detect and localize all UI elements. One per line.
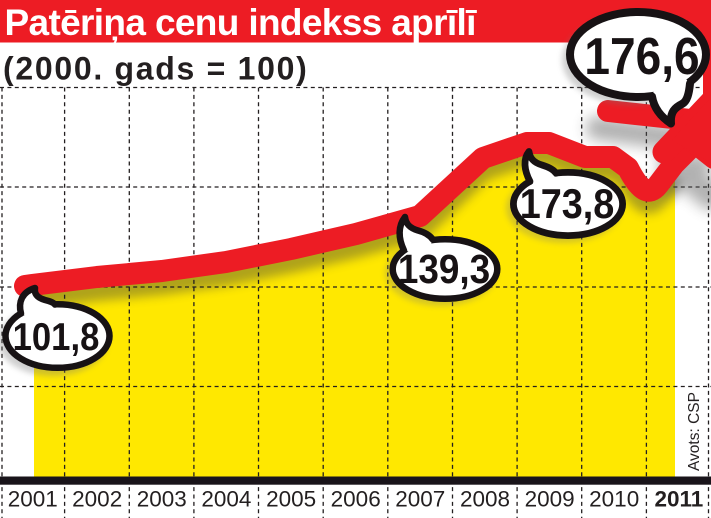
- svg-text:(2000. gads = 100): (2000. gads = 100): [3, 51, 308, 87]
- svg-text:Avots: CSP: Avots: CSP: [686, 392, 703, 471]
- svg-text:2003: 2003: [137, 487, 187, 512]
- svg-text:173,8: 173,8: [520, 181, 615, 227]
- svg-text:2011: 2011: [654, 487, 703, 512]
- svg-text:2006: 2006: [331, 487, 381, 512]
- svg-text:2005: 2005: [266, 487, 316, 512]
- svg-text:2002: 2002: [72, 487, 122, 512]
- svg-text:2008: 2008: [460, 487, 510, 512]
- svg-text:2007: 2007: [395, 487, 445, 512]
- svg-text:2010: 2010: [589, 487, 639, 512]
- svg-text:101,8: 101,8: [13, 315, 100, 358]
- svg-text:2009: 2009: [525, 487, 575, 512]
- svg-text:176,6: 176,6: [584, 28, 699, 85]
- svg-text:2004: 2004: [201, 487, 251, 512]
- svg-text:2001: 2001: [8, 487, 58, 512]
- svg-text:Patēriņa cenu indekss aprīlī: Patēriņa cenu indekss aprīlī: [5, 2, 478, 44]
- svg-text:139,3: 139,3: [398, 247, 490, 292]
